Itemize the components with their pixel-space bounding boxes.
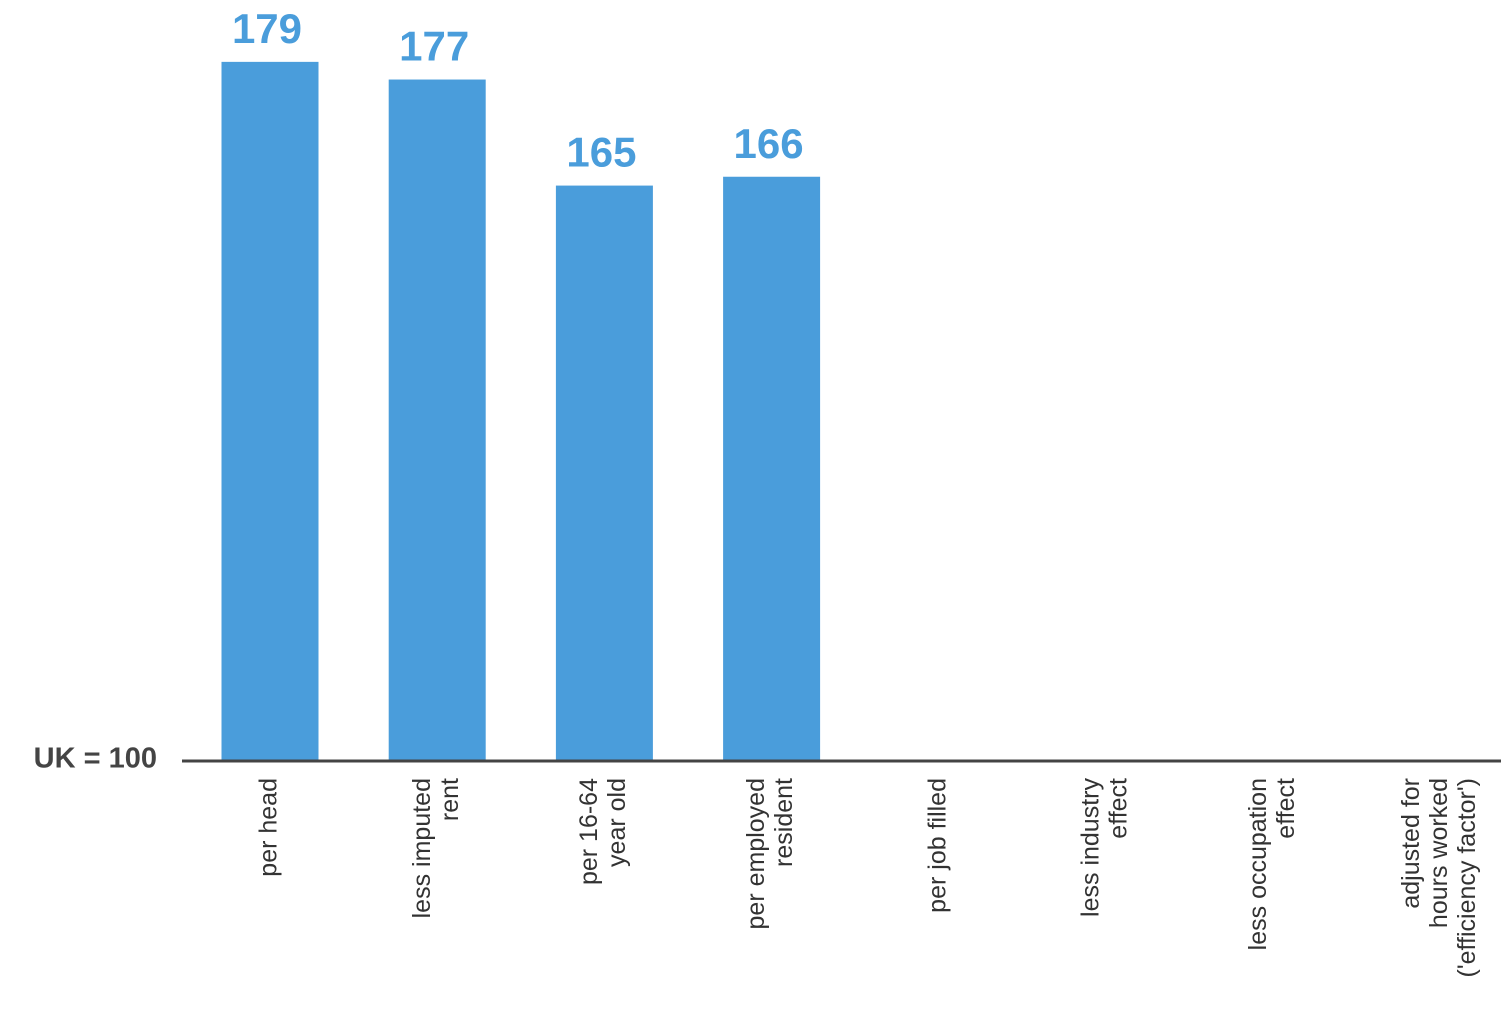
baseline-label: UK = 100 (34, 743, 157, 775)
x-tick-label: per employed (742, 778, 770, 929)
x-tick-label: rent (436, 778, 464, 821)
value-label: 177 (399, 23, 469, 70)
bar (388, 79, 486, 760)
x-tick-label: effect (1105, 778, 1133, 839)
x-tick-label: ('efficiency factor') (1453, 778, 1481, 977)
x-tick-label: less occupation (1244, 778, 1272, 950)
value-label: 179 (232, 5, 302, 52)
x-tick-label: adjusted for (1397, 778, 1425, 909)
x-tick-label: hours worked (1425, 778, 1453, 928)
bar (555, 185, 653, 760)
x-tick-label: per job filled (923, 778, 951, 913)
x-tick-label: per 16-64 (575, 778, 603, 885)
x-tick-label: per head (255, 778, 283, 877)
bar (221, 61, 319, 760)
value-label: 165 (566, 129, 636, 176)
bar (723, 176, 821, 760)
x-tick-label: resident (770, 778, 798, 867)
x-tick-label: year old (603, 778, 631, 867)
value-label: 166 (734, 120, 804, 167)
x-tick-label: less imputed (408, 778, 436, 918)
x-tick-label: effect (1272, 778, 1300, 839)
x-tick-label: less industry (1077, 778, 1105, 917)
